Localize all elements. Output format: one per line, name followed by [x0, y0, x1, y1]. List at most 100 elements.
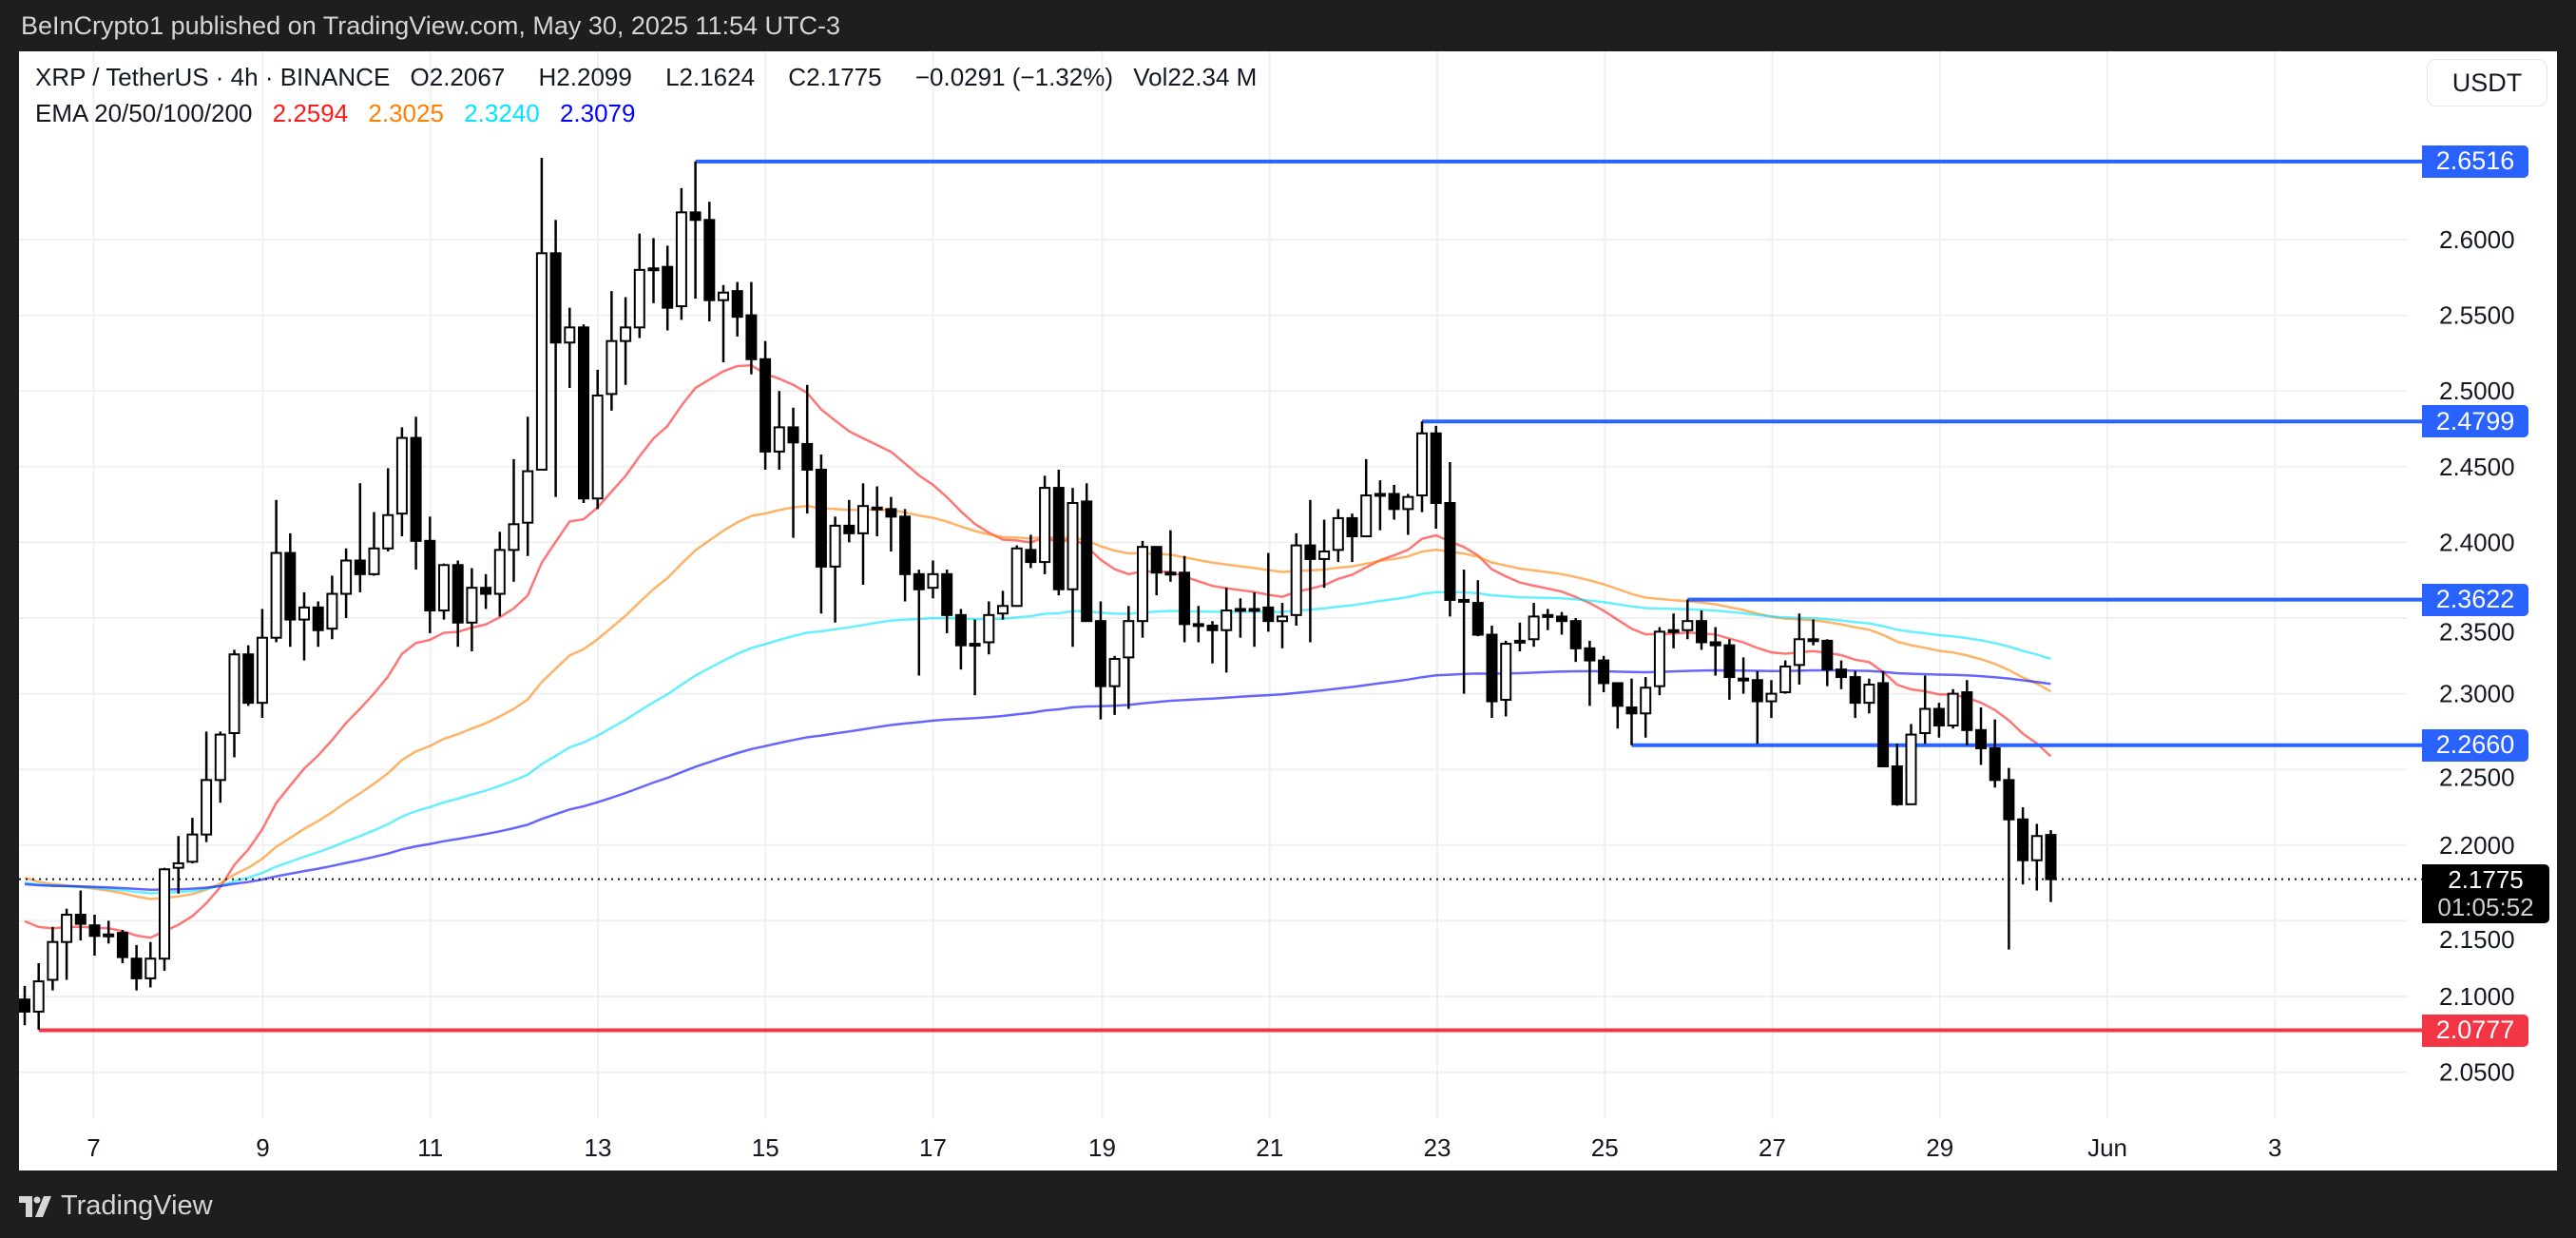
candle	[1094, 601, 1106, 720]
date-tick-label: 17	[919, 1133, 947, 1162]
candle-body-down	[1975, 728, 1987, 749]
date-tick-label: Jun	[2087, 1133, 2127, 1162]
candle-body-down	[2045, 834, 2057, 880]
candle	[270, 499, 282, 643]
tradingview-logo[interactable]: TradingView	[19, 1190, 213, 1222]
candle-body-up	[1947, 692, 1959, 727]
candle	[312, 601, 324, 648]
candle-body-down	[242, 653, 255, 705]
candle-body-up	[201, 779, 213, 836]
candle	[1961, 680, 1973, 745]
candle	[1360, 458, 1373, 538]
candle-body-up	[620, 326, 632, 342]
candle	[2030, 823, 2043, 891]
candle-body-up	[508, 523, 520, 551]
candle-body-down	[1262, 606, 1275, 623]
candle	[718, 284, 729, 362]
candle-body-up	[32, 980, 45, 1013]
candle	[1932, 703, 1945, 738]
high-label: H	[538, 63, 557, 91]
candle	[326, 575, 338, 640]
candle	[606, 291, 618, 411]
candle-body-up	[1528, 615, 1540, 641]
candle	[647, 238, 660, 303]
candle-body-up	[159, 868, 170, 960]
candle	[1877, 670, 1890, 768]
candle-body-up	[997, 605, 1009, 615]
candle-body-up	[1332, 516, 1344, 551]
candle-body-up	[773, 426, 785, 453]
candle	[535, 158, 548, 471]
candle-body-up	[1640, 687, 1652, 715]
candle	[1150, 546, 1163, 596]
candle	[1556, 611, 1567, 635]
time-axis: 7 9 11 13 15 17 19 21 23 25 27 29 Jun 3	[87, 1133, 2281, 1162]
candle	[298, 591, 310, 661]
candle	[186, 818, 199, 863]
candle	[1388, 484, 1400, 520]
candle	[1528, 603, 1540, 648]
current-price-value: 2.1775	[2448, 865, 2524, 894]
candle	[284, 532, 297, 648]
price-tick-label: 2.0500	[2439, 1058, 2515, 1087]
candle-body-up	[466, 587, 478, 624]
date-tick-label: 15	[752, 1133, 779, 1162]
volume-value: 22.34 M	[1167, 63, 1258, 91]
price-tick-label: 2.1000	[2439, 982, 2515, 1011]
candle-body-down	[452, 564, 464, 624]
candle-body-up	[270, 551, 282, 639]
candle	[410, 416, 422, 571]
candle-body-up	[1067, 502, 1079, 590]
candle-body-up	[103, 933, 115, 938]
candle-body-down	[130, 958, 143, 979]
candle	[32, 962, 45, 1031]
candle-body-up	[718, 291, 729, 301]
candle	[703, 202, 716, 321]
price-tick-label: 2.1500	[2439, 925, 2515, 954]
candle	[368, 512, 380, 576]
ema-label[interactable]: EMA 20/50/100/200	[35, 99, 253, 127]
candle	[899, 509, 912, 602]
candle	[1248, 591, 1260, 648]
candle-body-down	[759, 358, 772, 453]
candle-body-down	[1304, 544, 1317, 560]
candle-body-up	[1290, 544, 1302, 616]
price-tick-label: 2.3000	[2439, 680, 2515, 708]
change-value: −0.0291 (−1.32%)	[914, 63, 1113, 91]
candle-body-down	[1849, 676, 1861, 705]
candle-body-down	[1723, 644, 1736, 679]
candle-body-up	[1416, 432, 1428, 497]
candle-body-up	[256, 636, 268, 705]
candle	[1807, 619, 1819, 646]
candle-body-down	[954, 613, 967, 647]
candle-body-down	[801, 442, 814, 471]
candle	[745, 281, 758, 375]
date-tick-label: 7	[87, 1133, 100, 1162]
candle	[1779, 660, 1792, 694]
candle-body-down	[74, 914, 87, 925]
candle-body-down	[662, 265, 674, 309]
date-tick-label: 13	[585, 1133, 612, 1162]
publish-info: BeInCrypto1 published on TradingView.com…	[21, 11, 840, 40]
candle	[815, 455, 827, 614]
candle	[997, 590, 1009, 620]
candle	[1234, 598, 1246, 638]
ema100-value: 2.3240	[464, 99, 540, 127]
ema50-value: 2.3025	[368, 99, 444, 127]
candle-body-up	[983, 613, 995, 644]
currency-button[interactable]: USDT	[2427, 59, 2547, 106]
candle	[773, 391, 785, 470]
candle	[1486, 625, 1498, 719]
candle	[452, 560, 464, 648]
candle-body-up	[1905, 733, 1917, 805]
candle	[1709, 627, 1721, 676]
symbol-name[interactable]: XRP / TetherUS · 4h · BINANCE	[35, 63, 391, 91]
candle	[731, 281, 743, 337]
open-value: 2.2067	[429, 63, 506, 91]
candle	[801, 384, 814, 514]
candle-body-up	[61, 914, 73, 943]
candle	[1444, 462, 1456, 617]
candle	[1290, 532, 1302, 626]
candle-body-up	[633, 268, 645, 329]
